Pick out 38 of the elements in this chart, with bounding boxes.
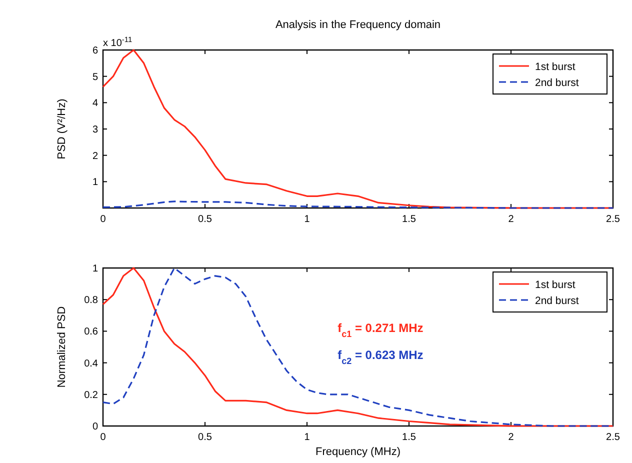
annotation: f$_{c1}$ = 0.271 MHz <box>338 321 424 339</box>
x-tick-label: 0.5 <box>198 432 212 443</box>
x-tick-label: 1 <box>304 432 310 443</box>
line-series <box>102 200 614 209</box>
y-tick-label: 0.6 <box>84 326 98 338</box>
y-tick-label: 6 <box>92 46 98 56</box>
x-tick-label: 0 <box>100 214 106 225</box>
x-tick-label: 2 <box>508 214 514 225</box>
y-tick-label: 0.4 <box>84 358 98 370</box>
x-tick-label: 2.5 <box>606 432 620 443</box>
legend-label: 1st burst <box>535 279 576 291</box>
x-tick-label: 1.5 <box>402 432 416 443</box>
y-tick-label: 2 <box>92 150 98 162</box>
legend-label: 1st burst <box>535 61 576 73</box>
y-tick-label: 4 <box>92 98 98 110</box>
legend-label: 2nd burst <box>535 295 579 307</box>
x-tick-label: 0.5 <box>198 214 212 225</box>
y-tick-label: 1 <box>92 264 98 274</box>
chart-title: Analysis in the Frequency domain <box>275 19 441 31</box>
line-series <box>102 49 614 209</box>
x-tick-label: 1 <box>304 214 310 225</box>
legend-label: 2nd burst <box>535 77 579 89</box>
text: x 10$^{-11}$ <box>103 34 132 49</box>
y-tick-label: 0.2 <box>84 390 98 401</box>
y-tick-label: 0.8 <box>84 295 98 306</box>
y-tick-label: 5 <box>92 72 98 83</box>
x-tick-label: 0 <box>100 432 106 443</box>
y-axis-title: Normalized PSD <box>56 306 68 388</box>
y-tick-label: 1 <box>92 177 98 188</box>
y-tick-label: 0 <box>92 422 98 432</box>
y-tick-label: 3 <box>92 124 98 136</box>
y-axis-title: PSD (V²/Hz) <box>56 98 68 160</box>
annotation: f$_{c2}$ = 0.623 MHz <box>338 348 424 366</box>
x-tick-label: 1.5 <box>402 214 416 225</box>
x-tick-label: 2 <box>508 432 514 443</box>
line-series <box>102 267 614 427</box>
x-tick-label: 2.5 <box>606 214 620 225</box>
x-axis-title: Frequency (MHz) <box>316 446 400 458</box>
